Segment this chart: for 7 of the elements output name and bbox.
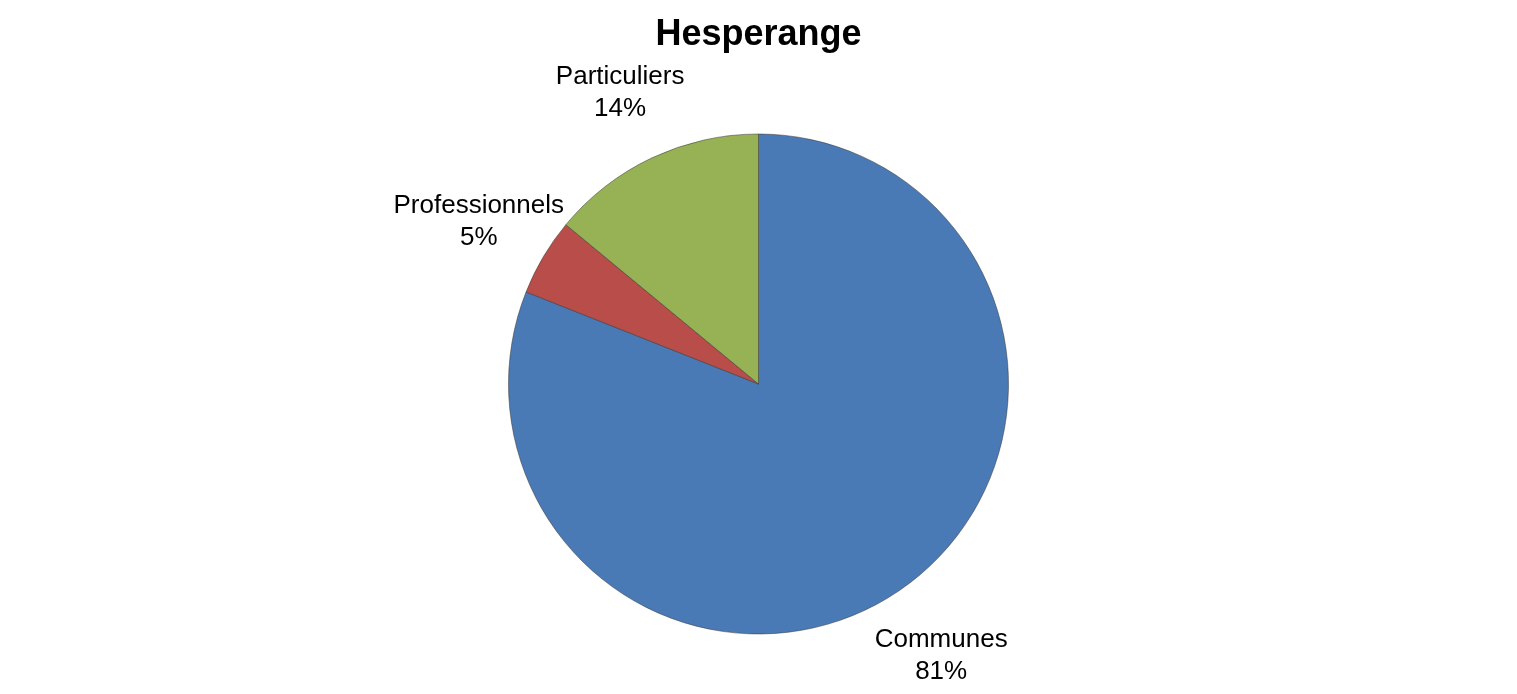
chart-title: Hesperange [655,11,862,53]
data-label: 5% [459,220,498,251]
slice-label: Professionnels [393,188,565,219]
data-label: 81% [915,654,968,685]
data-label: 14% [594,91,647,122]
slice-label: Communes [874,622,1008,653]
slice-label: Particuliers [555,59,685,90]
